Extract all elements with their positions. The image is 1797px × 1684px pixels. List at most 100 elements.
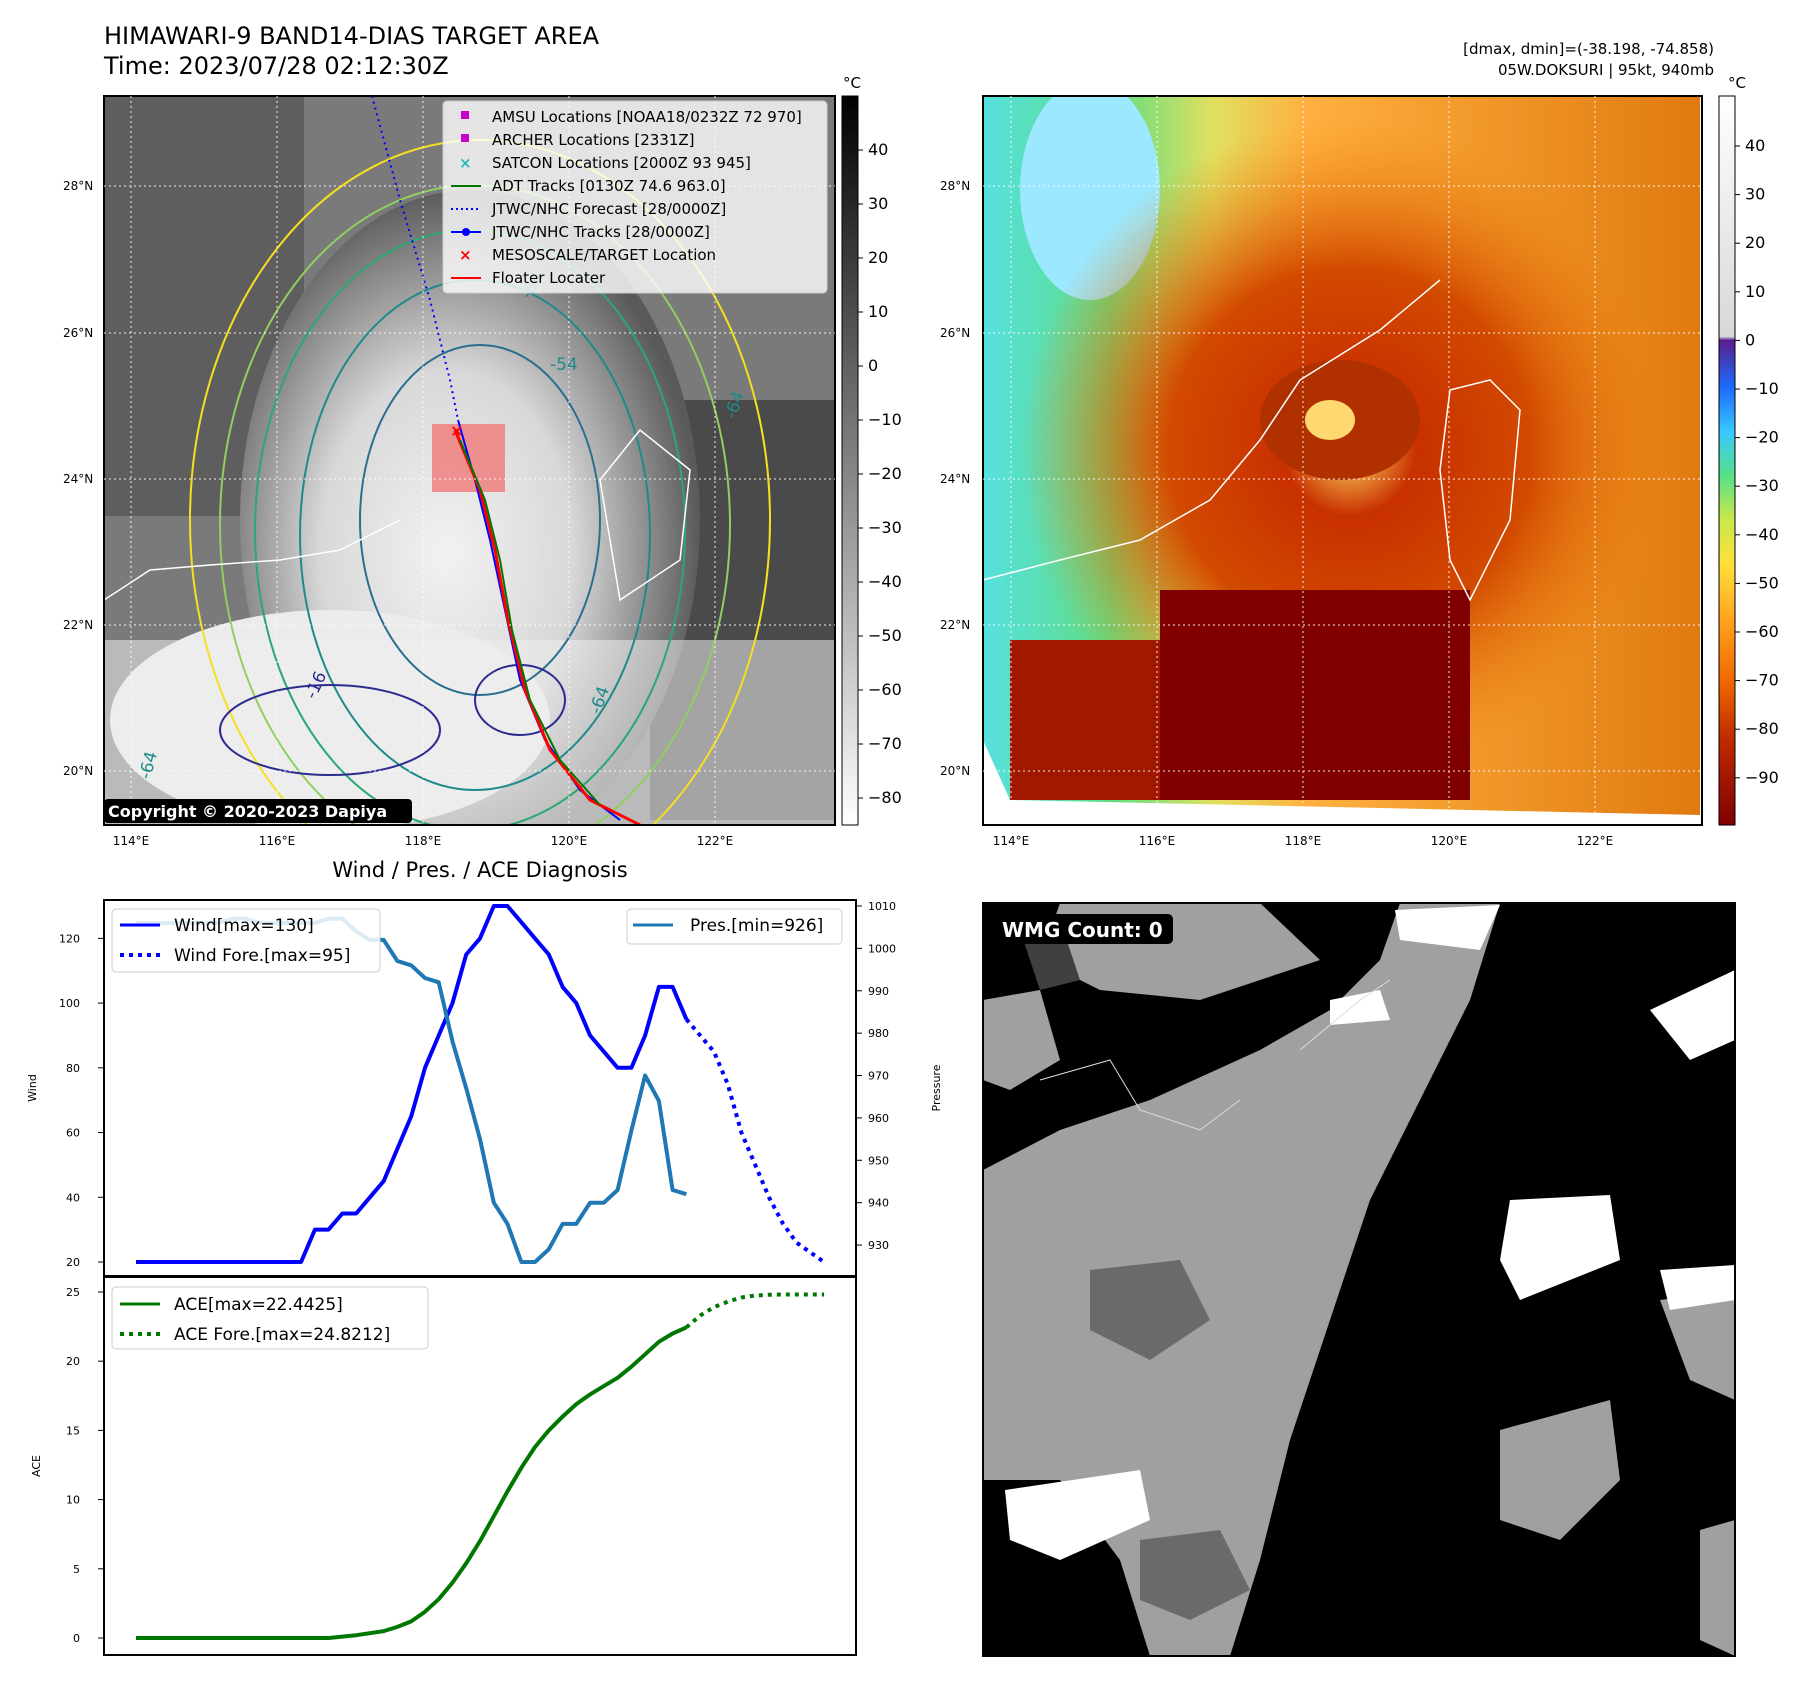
enh-lat-label: 28°N [940,179,970,193]
series-line [136,1325,688,1640]
y2-tick-label: 970 [868,1070,889,1083]
y2-tick-label: 1000 [868,942,896,955]
wmg-panel-frame [982,902,1736,1657]
enh-lon-label: 118°E [1285,834,1322,848]
figure-time: Time: 2023/07/28 02:12:30Z [103,52,449,80]
enh-lat-label: 22°N [940,618,970,632]
square-marker-icon [461,111,469,119]
ir-lat-label: 26°N [63,326,93,340]
colorbar-tick-label: −30 [868,518,902,537]
enhanced-colorbar [1718,95,1736,826]
legend-label: Floater Locater [492,269,606,287]
enh-lat-label: 20°N [940,764,970,778]
ir-lon-label: 122°E [697,834,734,848]
y-tick-label: 5 [73,1563,80,1576]
ir-lon-label: 114°E [113,834,150,848]
y2-tick-label: 980 [868,1027,889,1040]
diagnosis-title: Wind / Pres. / ACE Diagnosis [332,858,627,882]
colorbar-tick-label: −50 [1745,573,1779,592]
figure-title: HIMAWARI-9 BAND14-DIAS TARGET AREA [104,22,600,50]
legend-item-archer: ARCHER Locations [2331Z] [461,131,695,149]
legend-label: MESOSCALE/TARGET Location [492,246,716,264]
y-tick-label: 20 [66,1256,80,1269]
legend-item-mesoscale: × MESOSCALE/TARGET Location [459,246,716,264]
pressure-legend: Pres.[min=926] [626,908,843,945]
enh-lat-label: 24°N [940,472,970,486]
enh-lon-label: 116°E [1139,834,1176,848]
y-tick-label: 120 [59,932,80,945]
pressure-legend-label: Pres.[min=926] [690,916,823,936]
y2-tick-label: 990 [868,985,889,998]
ir-lon-label: 120°E [551,834,588,848]
wind-legend: Wind[max=130] Wind Fore.[max=95] [111,908,381,973]
enh-colorbar-ticks: 40 30 20 10 0 −10 −20 −30 −40 −50 −60 −70 −80 −90 [1735,136,1779,787]
colorbar-tick-label: −60 [1745,622,1779,641]
enh-lat-label: 26°N [940,326,970,340]
colorbar-tick-label: −10 [868,410,902,429]
colorbar-tick-label: −90 [1745,768,1779,787]
y2-tick-label: 930 [868,1239,889,1252]
colorbar-tick-label: 10 [868,302,888,321]
y2-tick-label: 1010 [868,900,896,913]
colorbar-tick-label: −40 [1745,525,1779,544]
y-tick-label: 0 [73,1632,80,1645]
colorbar-tick-label: −80 [868,788,902,807]
colorbar-tick-label: 0 [868,356,878,375]
y-tick-label: 25 [66,1286,80,1299]
colorbar-tick-label: −60 [868,680,902,699]
wmg-count-label: WMG Count: 0 [1002,918,1163,942]
legend-item-floater: Floater Locater [451,269,606,287]
x-marker-icon: × [459,246,472,264]
colorbar-tick-label: −70 [1745,671,1779,690]
ir-lat-label: 28°N [63,179,93,193]
square-marker-icon [461,134,469,142]
legend-item-adt: ADT Tracks [0130Z 74.6 963.0] [451,177,726,195]
y-tick-label: 10 [66,1494,80,1507]
ir-colorbar-unit: °C [843,74,861,92]
map-legend: AMSU Locations [NOAA18/0232Z 72 970] ARC… [442,100,828,294]
ir-lon-label: 118°E [405,834,442,848]
enh-lon-label: 114°E [993,834,1030,848]
ace-legend-label: ACE[max=22.4425] [174,1295,343,1315]
series-line [136,904,689,1264]
colorbar-tick-label: 30 [1745,185,1765,204]
colorbar-tick-label: −70 [868,734,902,753]
y2-tick-label: 960 [868,1112,889,1125]
legend-label: ADT Tracks [0130Z 74.6 963.0] [492,177,726,195]
ir-lon-label: 116°E [259,834,296,848]
copyright-badge [104,799,412,823]
dmax-dmin-label: [dmax, dmin]=(-38.198, -74.858) [1463,40,1714,58]
svg-text:×: × [450,421,463,440]
y-tick-label: 60 [66,1127,80,1140]
wind-axis-label: Wind [26,1074,39,1102]
legend-label: ARCHER Locations [2331Z] [492,131,695,149]
legend-item-amsu: AMSU Locations [NOAA18/0232Z 72 970] [461,108,802,126]
legend-label: AMSU Locations [NOAA18/0232Z 72 970] [492,108,802,126]
ir-colorbar [841,95,859,826]
ir-lat-label: 22°N [63,618,93,632]
ir-map-frame [103,95,836,826]
y-tick-label: 100 [59,997,80,1010]
ace-legend: ACE[max=22.4425] ACE Fore.[max=24.8212] [111,1286,429,1350]
colorbar-tick-label: −40 [868,572,902,591]
enhanced-map-frame [982,95,1703,826]
y-tick-label: 20 [66,1355,80,1368]
ace-fore-legend-label: ACE Fore.[max=24.8212] [174,1325,390,1345]
ir-lat-label: 24°N [63,472,93,486]
colorbar-tick-label: −50 [868,626,902,645]
wmg-badge [996,914,1173,944]
enhanced-gridlines [983,96,1702,825]
ace-plot: 0 5 10 15 20 25 [66,1286,824,1645]
colorbar-tick-label: −10 [1745,379,1779,398]
y2-tick-label: 940 [868,1197,889,1210]
series-line [684,1018,826,1264]
y-tick-label: 15 [66,1424,80,1437]
y-tick-label: 40 [66,1191,80,1204]
legend-item-jtwc-tracks: JTWC/NHC Tracks [28/0000Z] [451,223,710,241]
colorbar-tick-label: 30 [868,194,888,213]
legend-item-satcon: × SATCON Locations [2000Z 93 945] [459,154,751,172]
wind-legend-label: Wind[max=130] [174,916,314,936]
enh-lon-label: 122°E [1577,834,1614,848]
colorbar-tick-label: 0 [1745,330,1755,349]
